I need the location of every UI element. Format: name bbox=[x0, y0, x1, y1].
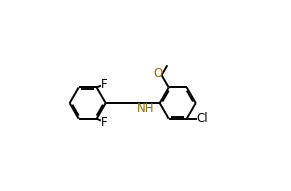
Text: Cl: Cl bbox=[196, 112, 208, 125]
Text: F: F bbox=[101, 78, 107, 91]
Text: O: O bbox=[154, 67, 163, 80]
Text: NH: NH bbox=[137, 102, 154, 115]
Text: F: F bbox=[101, 116, 107, 129]
